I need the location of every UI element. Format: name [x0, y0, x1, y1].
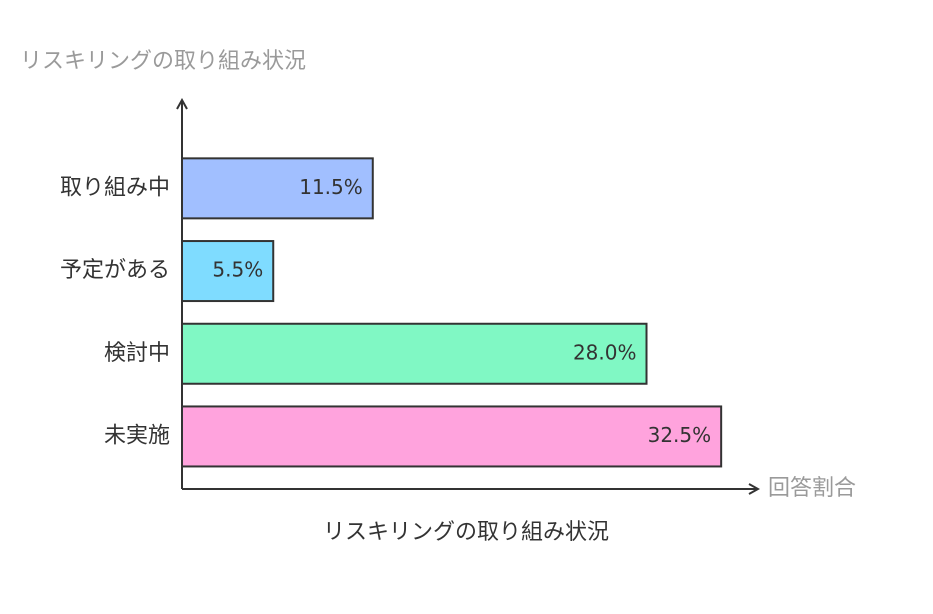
x-axis-label: 回答割合: [768, 476, 856, 501]
bar: [181, 322, 648, 385]
bar: [181, 240, 275, 303]
category-label: 取り組み中: [60, 175, 170, 200]
value-label: 32.5%: [648, 423, 712, 447]
y-axis-label: リスキリングの取り組み状況: [20, 49, 306, 74]
category-label: 検討中: [104, 341, 170, 366]
value-label: 11.5%: [299, 175, 363, 199]
bar: [181, 405, 723, 468]
value-label: 5.5%: [212, 258, 263, 282]
bar: [181, 157, 374, 220]
category-label: 予定がある: [60, 258, 170, 283]
chart-title: リスキリングの取り組み状況: [323, 520, 609, 545]
category-label: 未実施: [104, 423, 170, 448]
value-label: 28.0%: [573, 340, 637, 364]
